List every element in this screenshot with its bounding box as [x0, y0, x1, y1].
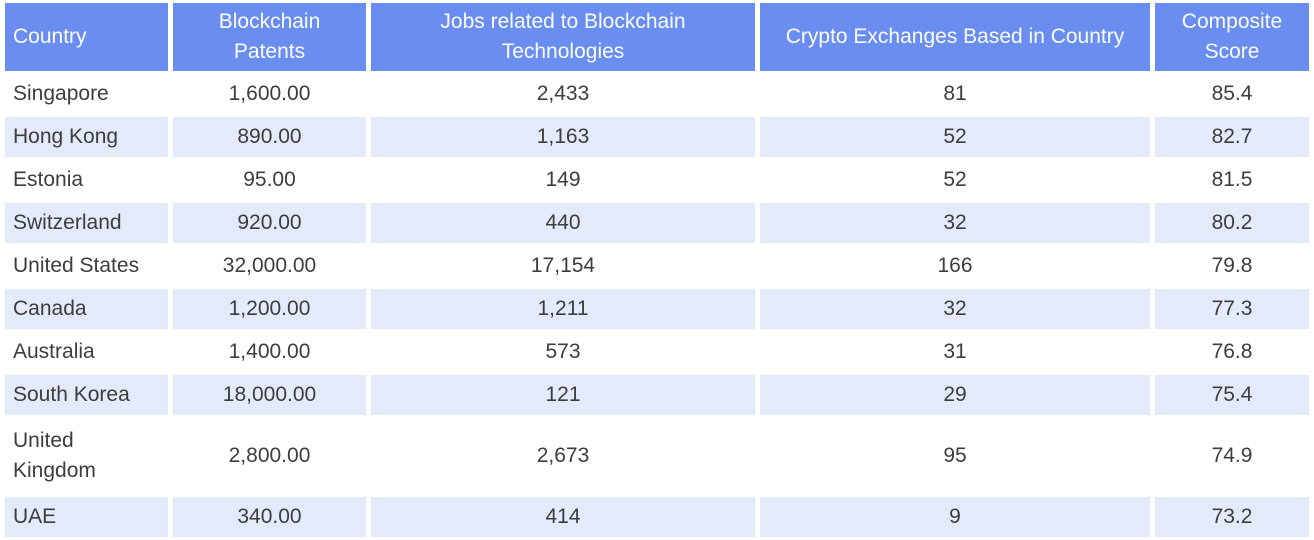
table-row-australia: Australia 1,400.00 573 31 76.8: [5, 332, 1309, 372]
column-header-country: Country: [5, 3, 168, 71]
cell-patents: 1,600.00: [228, 82, 311, 105]
table-row-switzerland: Switzerland 920.00 440 32 80.2: [5, 203, 1309, 243]
table-row-uae: UAE 340.00 414 9 73.2: [5, 497, 1309, 537]
cell-country: United Kingdom: [13, 429, 96, 482]
cell-jobs: 17,154: [530, 254, 596, 277]
table-row-hong-kong: Hong Kong 890.00 1,163 52 82.7: [5, 117, 1309, 157]
cell-score: 82.7: [1155, 117, 1309, 157]
cell-patents: 340.00: [173, 497, 366, 537]
table-row-singapore: Singapore 1,600.00 2,433 81 85.4: [5, 74, 1309, 114]
cell-exchanges: 29: [760, 375, 1150, 415]
cell-score: 81.5: [1211, 168, 1253, 191]
cell-score: 76.8: [1211, 340, 1253, 363]
column-header-jobs-related-to-blockchain: Jobs related to Blockchain Technologies: [371, 3, 755, 71]
cell-country: Australia: [13, 340, 95, 363]
cell-jobs: 440: [371, 203, 755, 243]
cell-exchanges: 52: [760, 117, 1150, 157]
table-body: Singapore 1,600.00 2,433 81 85.4 Hong Ko…: [5, 74, 1309, 537]
cell-country: Singapore: [13, 82, 109, 105]
cell-patents: 2,800.00: [228, 444, 311, 467]
column-header-composite-score: Composite Score: [1155, 3, 1309, 71]
table-row-estonia: Estonia 95.00 149 52 81.5: [5, 160, 1309, 200]
cell-country: Switzerland: [5, 203, 168, 243]
cell-exchanges: 32: [760, 289, 1150, 329]
cell-jobs: 414: [371, 497, 755, 537]
cell-country: United States: [13, 254, 140, 277]
table-row-united-states: United States 32,000.00 17,154 166 79.8: [5, 246, 1309, 286]
cell-country: Estonia: [13, 168, 84, 191]
cell-score: 85.4: [1211, 82, 1253, 105]
cell-patents: 890.00: [173, 117, 366, 157]
cell-jobs: 121: [371, 375, 755, 415]
cell-country: South Korea: [5, 375, 168, 415]
cell-exchanges: 52: [943, 168, 967, 191]
cell-score: 73.2: [1155, 497, 1309, 537]
cell-country: Canada: [5, 289, 168, 329]
table-row-south-korea: South Korea 18,000.00 121 29 75.4: [5, 375, 1309, 415]
cell-exchanges: 31: [943, 340, 967, 363]
cell-jobs: 2,433: [536, 82, 590, 105]
cell-score: 79.8: [1211, 254, 1253, 277]
header-row: Country Blockchain Patents Jobs related …: [5, 3, 1309, 71]
cell-patents: 1,400.00: [228, 340, 311, 363]
column-header-crypto-exchanges: Crypto Exchanges Based in Country: [760, 3, 1150, 71]
cell-patents: 32,000.00: [222, 254, 317, 277]
cell-jobs: 573: [545, 340, 581, 363]
cell-jobs: 1,211: [371, 289, 755, 329]
cell-patents: 920.00: [173, 203, 366, 243]
cell-country: Hong Kong: [5, 117, 168, 157]
cell-patents: 1,200.00: [173, 289, 366, 329]
cell-country: UAE: [5, 497, 168, 537]
cell-jobs: 2,673: [536, 444, 590, 467]
cell-jobs: 149: [545, 168, 581, 191]
cell-score: 80.2: [1155, 203, 1309, 243]
cell-score: 77.3: [1155, 289, 1309, 329]
column-header-blockchain-patents: Blockchain Patents: [173, 3, 366, 71]
table-row-united-kingdom: United Kingdom 2,800.00 2,673 95 74.9: [5, 418, 1309, 494]
cell-jobs: 1,163: [371, 117, 755, 157]
cell-score: 75.4: [1155, 375, 1309, 415]
table-row-canada: Canada 1,200.00 1,211 32 77.3: [5, 289, 1309, 329]
cell-exchanges: 32: [760, 203, 1150, 243]
cell-score: 74.9: [1211, 444, 1253, 467]
cell-exchanges: 9: [760, 497, 1150, 537]
cell-exchanges: 166: [937, 254, 973, 277]
cell-exchanges: 95: [943, 444, 967, 467]
cell-exchanges: 81: [943, 82, 967, 105]
cell-patents: 95.00: [243, 168, 296, 191]
cell-patents: 18,000.00: [173, 375, 366, 415]
table-header: Country Blockchain Patents Jobs related …: [5, 3, 1309, 71]
